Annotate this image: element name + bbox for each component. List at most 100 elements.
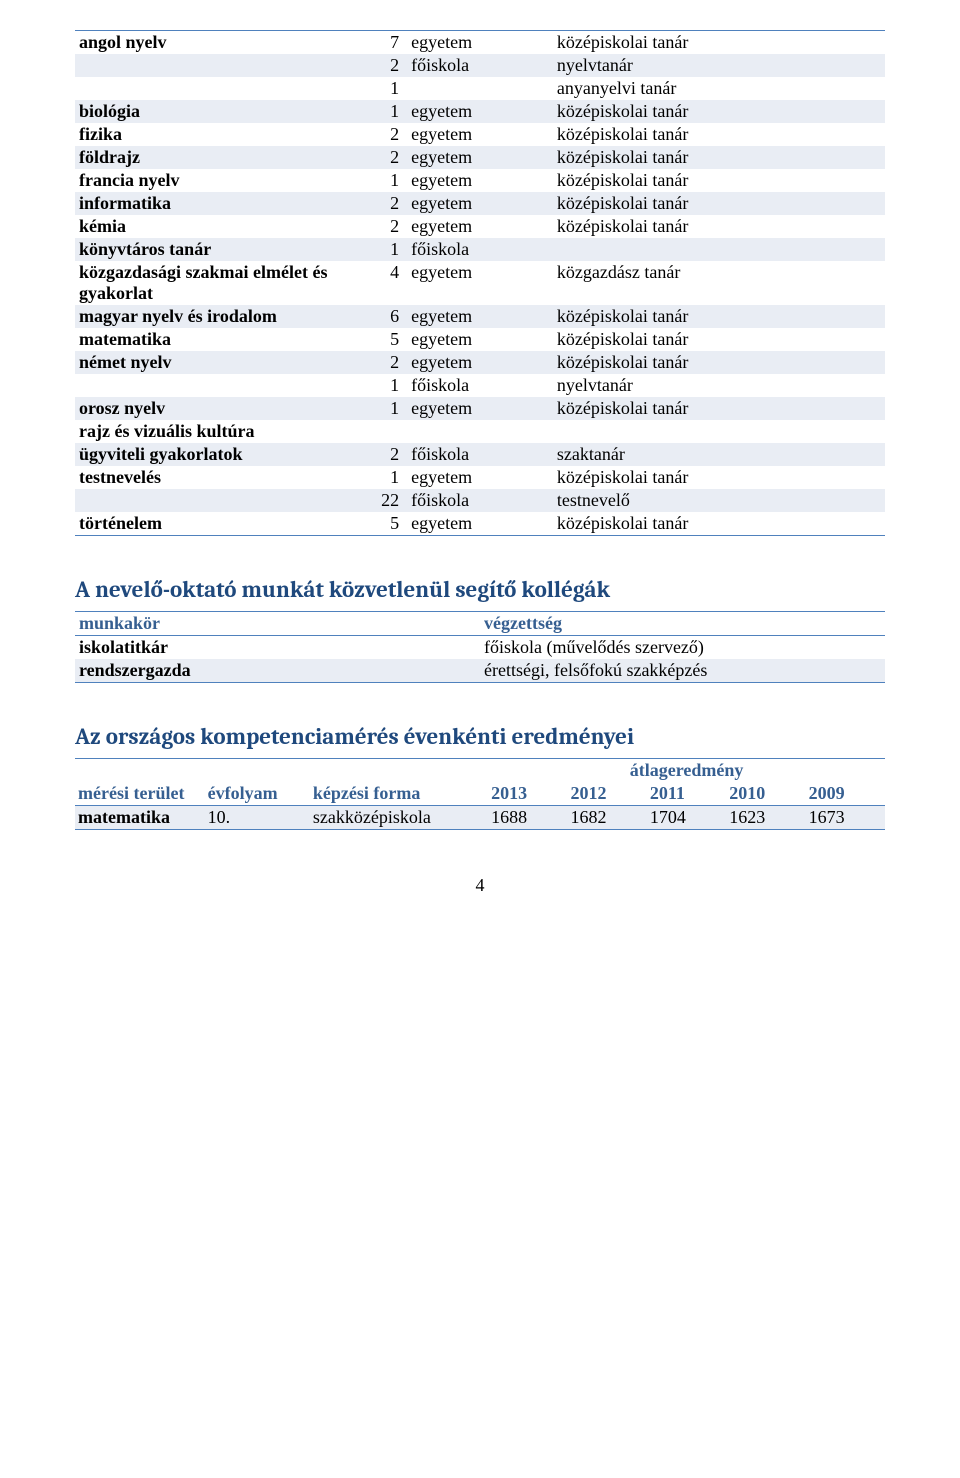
- cell: iskolatitkár: [75, 636, 480, 660]
- table-row: matematika10.szakközépiskola168816821704…: [75, 806, 885, 830]
- cell: egyetem: [407, 31, 553, 55]
- cell: magyar nyelv és irodalom: [75, 305, 342, 328]
- cell: [553, 420, 885, 443]
- page-number: 4: [75, 875, 885, 896]
- cell: szakközépiskola: [310, 806, 488, 830]
- table-row: német nyelv2egyetemközépiskolai tanár: [75, 351, 885, 374]
- cell: 22: [342, 489, 407, 512]
- cell: 1: [342, 466, 407, 489]
- cell: főiskola: [407, 54, 553, 77]
- colleagues-table: munkakörvégzettségiskolatitkárfőiskola (…: [75, 611, 885, 683]
- cell: egyetem: [407, 100, 553, 123]
- header-cell: mérési terület: [75, 782, 205, 806]
- cell: 1704: [647, 806, 726, 830]
- cell: [407, 77, 553, 100]
- cell: érettségi, felsőfokú szakképzés: [480, 659, 885, 683]
- header-cell: átlageredmény: [488, 759, 885, 783]
- cell: 1623: [726, 806, 805, 830]
- table-row: testnevelés1egyetemközépiskolai tanár: [75, 466, 885, 489]
- cell: egyetem: [407, 512, 553, 536]
- cell: [75, 489, 342, 512]
- cell: 7: [342, 31, 407, 55]
- table-row: ügyviteli gyakorlatok2főiskolaszaktanár: [75, 443, 885, 466]
- cell: egyetem: [407, 146, 553, 169]
- cell: [342, 420, 407, 443]
- cell: rendszergazda: [75, 659, 480, 683]
- header-cell: képzési forma: [310, 782, 488, 806]
- cell: [75, 54, 342, 77]
- table-row: angol nyelv7egyetemközépiskolai tanár: [75, 31, 885, 55]
- table-row: orosz nyelv1egyetemközépiskolai tanár: [75, 397, 885, 420]
- cell: német nyelv: [75, 351, 342, 374]
- cell: biológia: [75, 100, 342, 123]
- header-cell: végzettség: [480, 612, 885, 636]
- cell: 5: [342, 328, 407, 351]
- cell: 1: [342, 238, 407, 261]
- table-row: biológia1egyetemközépiskolai tanár: [75, 100, 885, 123]
- cell: főiskola (művelődés szervező): [480, 636, 885, 660]
- cell: középiskolai tanár: [553, 328, 885, 351]
- cell: ügyviteli gyakorlatok: [75, 443, 342, 466]
- cell: egyetem: [407, 123, 553, 146]
- cell: szaktanár: [553, 443, 885, 466]
- cell: 2: [342, 443, 407, 466]
- cell: 1688: [488, 806, 567, 830]
- cell: testnevelés: [75, 466, 342, 489]
- cell: 5: [342, 512, 407, 536]
- cell: egyetem: [407, 351, 553, 374]
- table-top-row: átlageredmény: [75, 759, 885, 783]
- cell: rajz és vizuális kultúra: [75, 420, 342, 443]
- table-header-row: munkakörvégzettség: [75, 612, 885, 636]
- cell: matematika: [75, 806, 205, 830]
- cell: egyetem: [407, 305, 553, 328]
- cell: főiskola: [407, 443, 553, 466]
- table-row: rajz és vizuális kultúra: [75, 420, 885, 443]
- cell: fizika: [75, 123, 342, 146]
- cell: 1: [342, 100, 407, 123]
- cell: földrajz: [75, 146, 342, 169]
- table-row: iskolatitkárfőiskola (művelődés szervező…: [75, 636, 885, 660]
- cell: orosz nyelv: [75, 397, 342, 420]
- table-row: kémia2egyetemközépiskolai tanár: [75, 215, 885, 238]
- cell: középiskolai tanár: [553, 397, 885, 420]
- cell: középiskolai tanár: [553, 31, 885, 55]
- table-row: 22főiskolatestnevelő: [75, 489, 885, 512]
- cell: angol nyelv: [75, 31, 342, 55]
- cell: egyetem: [407, 397, 553, 420]
- cell: francia nyelv: [75, 169, 342, 192]
- cell: közgazdász tanár: [553, 261, 885, 305]
- header-cell: 2010: [726, 782, 805, 806]
- cell: egyetem: [407, 169, 553, 192]
- cell: nyelvtanár: [553, 374, 885, 397]
- cell: 1673: [806, 806, 885, 830]
- cell: középiskolai tanár: [553, 169, 885, 192]
- cell: történelem: [75, 512, 342, 536]
- header-cell: évfolyam: [205, 782, 310, 806]
- table-header-row: mérési területévfolyamképzési forma20132…: [75, 782, 885, 806]
- cell: középiskolai tanár: [553, 215, 885, 238]
- cell: középiskolai tanár: [553, 351, 885, 374]
- cell: 1682: [567, 806, 646, 830]
- cell: kémia: [75, 215, 342, 238]
- cell: 1: [342, 77, 407, 100]
- cell: testnevelő: [553, 489, 885, 512]
- cell: 2: [342, 146, 407, 169]
- cell: egyetem: [407, 328, 553, 351]
- table-row: 1főiskolanyelvtanár: [75, 374, 885, 397]
- table-row: könyvtáros tanár1főiskola: [75, 238, 885, 261]
- header-cell: 2011: [647, 782, 726, 806]
- section-competence-title: Az országos kompetenciamérés évenkénti e…: [75, 723, 885, 750]
- cell: 2: [342, 123, 407, 146]
- cell: 2: [342, 215, 407, 238]
- cell: [75, 374, 342, 397]
- cell: 2: [342, 54, 407, 77]
- cell: közgazdasági szakmai elmélet és gyakorla…: [75, 261, 342, 305]
- cell: [407, 420, 553, 443]
- cell: 1: [342, 397, 407, 420]
- cell: 4: [342, 261, 407, 305]
- cell: középiskolai tanár: [553, 192, 885, 215]
- table-row: magyar nyelv és irodalom6egyetemközépisk…: [75, 305, 885, 328]
- cell: [75, 77, 342, 100]
- table-row: francia nyelv1egyetemközépiskolai tanár: [75, 169, 885, 192]
- cell: főiskola: [407, 489, 553, 512]
